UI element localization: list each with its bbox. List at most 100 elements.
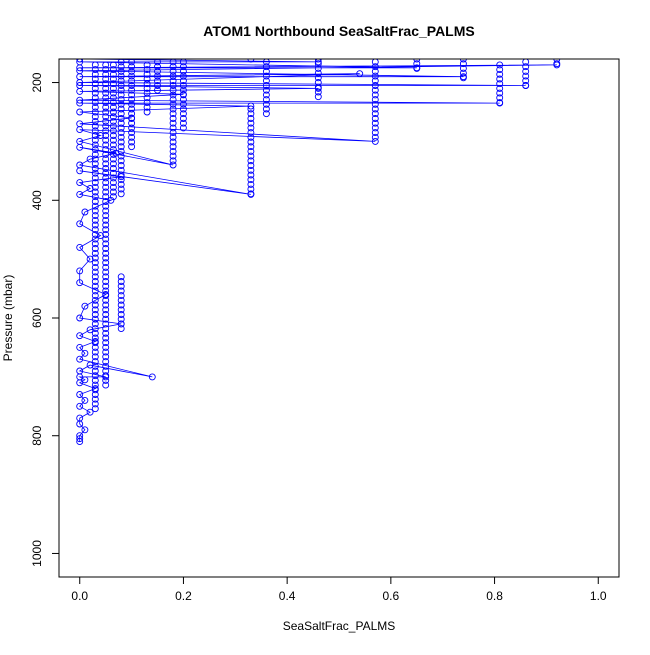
data-point xyxy=(179,96,187,104)
data-point xyxy=(117,147,125,155)
data-point xyxy=(91,150,99,158)
data-point xyxy=(102,273,110,281)
data-point xyxy=(179,82,187,89)
data-point xyxy=(154,72,161,80)
data-point xyxy=(76,99,84,107)
data-point xyxy=(81,302,89,310)
data-point xyxy=(109,61,117,69)
data-point xyxy=(314,79,322,86)
data-point xyxy=(109,155,117,163)
data-point xyxy=(247,133,255,141)
data-point xyxy=(128,105,136,113)
data-point xyxy=(102,84,110,92)
data-point xyxy=(91,259,99,267)
data-point xyxy=(102,146,110,154)
data-point xyxy=(102,188,110,196)
data-point xyxy=(91,183,99,191)
data-point xyxy=(91,334,99,342)
data-point xyxy=(91,362,99,370)
data-point xyxy=(102,249,110,257)
chart-title: ATOM1 Northbound SeaSaltFrac_PALMS xyxy=(203,23,474,39)
data-point xyxy=(496,75,504,83)
data-point xyxy=(109,132,117,139)
data-point xyxy=(154,82,161,89)
data-point xyxy=(117,301,125,309)
data-point xyxy=(91,122,99,130)
x-tick-label: 0.4 xyxy=(279,589,296,603)
data-point xyxy=(247,129,255,137)
data-point xyxy=(109,103,117,111)
data-point xyxy=(117,180,125,188)
data-point xyxy=(169,72,177,80)
data-point xyxy=(143,108,151,116)
data-point xyxy=(102,348,110,356)
data-point xyxy=(91,292,99,300)
data-point xyxy=(109,84,117,92)
data-point xyxy=(496,94,504,102)
data-point xyxy=(109,136,117,144)
data-point xyxy=(496,99,504,107)
data-point xyxy=(91,160,99,168)
data-point xyxy=(76,108,84,116)
data-point xyxy=(169,115,177,122)
data-point xyxy=(102,268,110,276)
data-point xyxy=(169,100,177,108)
data-point xyxy=(169,59,177,66)
data-point xyxy=(371,72,379,80)
data-point xyxy=(109,117,117,125)
data-point xyxy=(179,91,187,99)
data-point xyxy=(179,115,187,122)
data-point xyxy=(262,91,270,99)
data-point xyxy=(314,69,322,77)
data-point xyxy=(169,147,177,155)
data-point xyxy=(102,165,110,172)
data-point xyxy=(371,119,379,127)
data-point xyxy=(109,99,117,107)
data-point xyxy=(128,115,136,122)
data-point xyxy=(91,188,99,196)
data-point xyxy=(169,96,177,104)
data-point xyxy=(371,110,379,118)
data-point xyxy=(97,232,104,240)
data-point xyxy=(314,83,322,91)
data-point xyxy=(81,349,89,357)
data-point xyxy=(102,325,110,333)
data-point xyxy=(91,296,99,304)
plot-area xyxy=(76,59,561,446)
data-point xyxy=(247,59,255,63)
data-point xyxy=(102,221,110,229)
data-point xyxy=(247,138,255,146)
data-point xyxy=(169,77,177,85)
data-point xyxy=(102,183,110,191)
data-point xyxy=(86,361,94,369)
data-point xyxy=(117,59,125,66)
data-point xyxy=(262,105,270,113)
data-point xyxy=(109,160,117,168)
data-point xyxy=(262,67,270,75)
data-point xyxy=(179,110,187,118)
data-point xyxy=(91,113,99,121)
data-point xyxy=(117,306,125,314)
data-point xyxy=(522,59,530,66)
data-point xyxy=(91,353,99,361)
x-tick-label: 0.0 xyxy=(71,589,88,603)
data-point xyxy=(371,91,379,99)
data-point xyxy=(91,358,99,366)
data-point xyxy=(169,124,177,132)
data-point xyxy=(143,99,151,107)
data-point xyxy=(91,254,99,262)
data-point xyxy=(413,59,421,63)
data-point xyxy=(102,174,110,182)
data-point xyxy=(143,61,151,69)
data-point xyxy=(247,124,255,132)
x-axis-label: SeaSaltFrac_PALMS xyxy=(283,619,396,633)
data-point xyxy=(247,185,255,193)
data-point xyxy=(179,67,187,75)
x-tick-label: 0.8 xyxy=(486,589,503,603)
data-point xyxy=(371,63,379,71)
data-point xyxy=(91,155,99,163)
data-point xyxy=(143,66,151,74)
data-point xyxy=(102,282,110,290)
data-point xyxy=(179,77,187,85)
